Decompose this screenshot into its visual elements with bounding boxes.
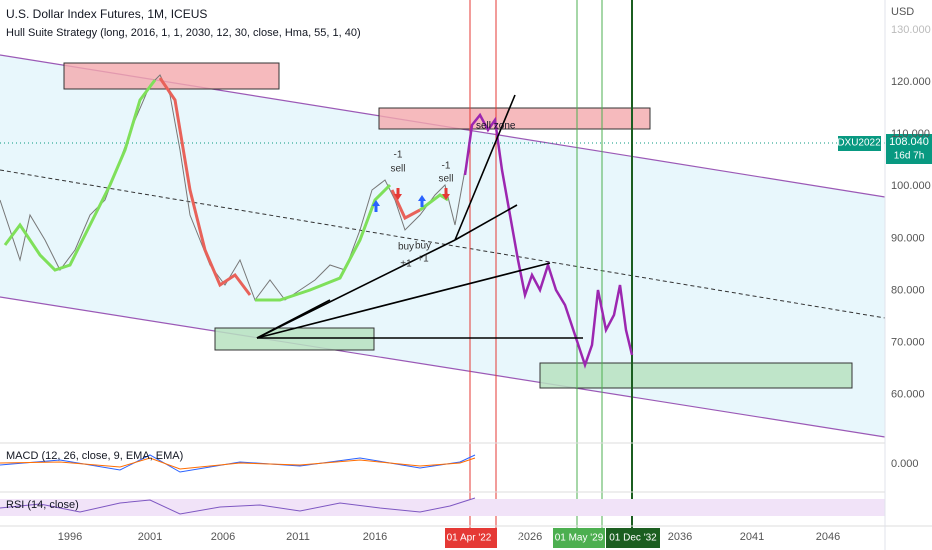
zone-box [378,107,651,130]
countdown: 16d 7h [894,151,925,162]
time-tick-label: 2046 [816,531,840,543]
time-tick-label: 2016 [363,531,387,543]
time-tick-label: 2026 [518,531,542,543]
date-highlight: c '23 [501,533,522,544]
price-tick-label: 100.000 [891,180,931,192]
macd-label: MACD (12, 26, close, 9, EMA, EMA) [6,450,183,462]
symbol-title: U.S. Dollar Index Futures, 1M, ICEUS [6,7,207,21]
signal-text: +1 [417,254,429,265]
price-tick-label: 90.000 [891,232,925,244]
projection [463,112,634,369]
zone-box [214,327,375,351]
hull-up [255,183,392,302]
time-tick-label: 2006 [211,531,235,543]
rsi-line [0,497,476,515]
price-tick-label: 80.000 [891,284,925,296]
hull-up [3,79,157,272]
sell-zone-label: sell zone [476,121,516,132]
signal-text: -1 [442,161,451,172]
signal-line [0,457,476,470]
ticker: DXU2022 [837,138,881,149]
strategy-label: Hull Suite Strategy (long, 2016, 1, 1, 2… [6,27,361,39]
trend-lines [256,94,583,339]
signal-text: sell [438,174,453,185]
rsi-label: RSI (14, close) [6,499,79,511]
time-tick-label: 2011 [286,531,310,543]
signal-text: sell [390,164,405,175]
zone-box [63,62,280,90]
signal-text: +1 [400,259,412,270]
time-tick-label: 2041 [740,531,764,543]
signal-text: buy [398,242,414,253]
zone-box [539,362,853,389]
buy-arrows [372,195,426,212]
price-tick-label: 60.000 [891,389,925,401]
date-highlight: 01 May '29 [555,533,604,544]
time-tick-label: 2001 [138,531,162,543]
signal-text: buy [415,241,431,252]
date-tag [445,528,497,548]
macd-line [0,454,476,473]
sell-arrows [394,188,450,200]
ticker-tag [838,136,881,151]
price-tick-label: 70.000 [891,337,925,349]
date-highlight: 01 Dec '32 [609,533,657,544]
last-price: 108.040 [889,136,929,148]
currency: USD [891,6,914,18]
date-tag [606,528,660,548]
price-tick-label: 110.000 [891,128,930,140]
time-tick-label: 1996 [58,531,82,543]
channel-mid [0,169,886,319]
hull-down [390,189,421,221]
date-lines [469,0,633,528]
macd-level: 0.000 [891,458,919,470]
channel-bottom [0,296,886,438]
hull-down [158,77,252,296]
date-highlight: 01 Apr '22 [447,533,492,544]
date-tag [553,528,605,548]
price-tick-label: 130.000 [891,24,931,36]
signal-text: -1 [394,150,403,161]
price-tick-label: 120.000 [891,76,931,88]
time-tick-label: 2036 [668,531,692,543]
price-tag [886,134,932,164]
